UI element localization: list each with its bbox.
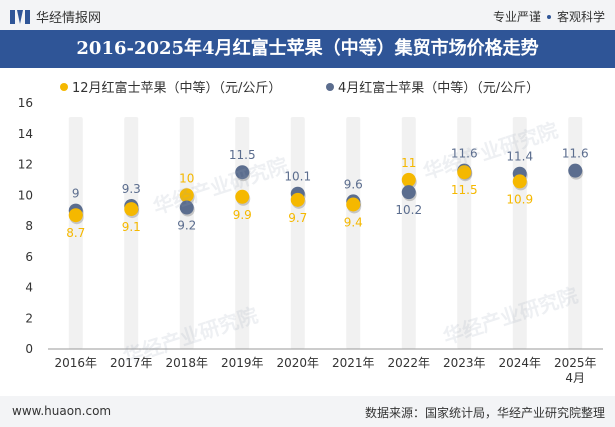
data-label-series2: 11.6 — [451, 147, 478, 161]
y-tick-label: 10 — [18, 188, 33, 202]
point-series1 — [235, 189, 250, 204]
data-label-series1: 9.1 — [122, 220, 141, 234]
legend-label-series2: 4月红富士苹果（中等）（元/公斤） — [338, 81, 540, 96]
y-tick-label: 6 — [25, 250, 33, 264]
x-tick-label: 2019年 — [221, 356, 264, 370]
data-label-series2: 11.6 — [562, 147, 589, 161]
footer-source: 数据来源：国家统计局，华经产业研究院整理 — [364, 406, 605, 420]
category-band — [290, 117, 305, 349]
x-tick-label: 2016年 — [54, 356, 97, 370]
chart-title: 2016-2025年4月红富士苹果（中等）集贸市场价格走势 — [76, 38, 539, 59]
y-tick-label: 8 — [25, 219, 33, 233]
x-tick-label: 2023年 — [443, 356, 486, 370]
y-tick-label: 12 — [18, 158, 33, 172]
category-band — [401, 117, 416, 349]
slogan-dot-icon — [546, 14, 551, 19]
data-label-series1: 11.5 — [451, 183, 478, 197]
y-tick-label: 14 — [18, 127, 33, 141]
data-label-series1: 10.9 — [506, 192, 533, 206]
point-series2 — [568, 163, 583, 178]
x-tick-label: 2025年 — [554, 356, 597, 370]
legend: 12月红富士苹果（中等）（元/公斤） 4月红富士苹果（中等）（元/公斤） — [0, 70, 615, 98]
data-label-series1: 8.7 — [66, 226, 85, 240]
point-series2 — [235, 165, 250, 180]
x-tick-label: 2017年 — [110, 356, 153, 370]
point-series1 — [401, 172, 416, 187]
chart-area: 0 2 4 6 8 10 12 14 16 2016年 2017年 2018年 2019年 2020年 20… — [18, 96, 603, 385]
data-label-series2: 9.6 — [344, 177, 363, 191]
site-name: 华经情报网 — [36, 11, 102, 26]
y-tick-label: 16 — [18, 96, 33, 110]
slogan-right: 客观科学 — [556, 10, 605, 24]
footer-url: www.huaon.com — [12, 404, 112, 418]
point-series2 — [179, 200, 194, 215]
slogan: 专业严谨 客观科学 — [493, 8, 605, 25]
footer: www.huaon.com 数据来源：国家统计局，华经产业研究院整理 — [0, 396, 615, 427]
data-label-series2: 9.3 — [122, 182, 141, 196]
data-label-series2: 10.2 — [395, 203, 422, 217]
data-label-series2: 9 — [72, 187, 80, 201]
title-bar: 2016-2025年4月红富士苹果（中等）集贸市场价格走势 — [0, 30, 615, 68]
point-series1 — [346, 197, 361, 212]
category-band — [68, 117, 83, 349]
data-label-series2: 9.2 — [177, 219, 196, 233]
legend-marker-series1 — [60, 82, 68, 91]
y-tick-label: 0 — [25, 342, 33, 356]
point-series1 — [124, 202, 139, 217]
x-tick-label: 2022年 — [387, 356, 430, 370]
data-label-series1: 9.9 — [233, 208, 252, 222]
data-label-series2: 10.1 — [284, 170, 311, 184]
legend-label-series1: 12月红富士苹果（中等）（元/公斤） — [72, 81, 282, 96]
logo: 华经情报网 — [10, 7, 101, 26]
point-series1 — [179, 188, 194, 203]
point-series1 — [512, 174, 527, 189]
logo-icon — [10, 9, 30, 24]
data-label-series1: 11 — [401, 156, 416, 170]
x-tick-label: 2024年 — [498, 356, 541, 370]
point-series1 — [68, 208, 83, 223]
y-tick-label: 2 — [25, 311, 33, 325]
x-tick-label: 2021年 — [332, 356, 375, 370]
data-label-series1: 9.4 — [344, 215, 363, 229]
top-bar: 华经情报网 专业严谨 客观科学 — [0, 0, 615, 30]
x-tick-label: 4月 — [565, 371, 585, 385]
x-tick-label: 2020年 — [276, 356, 319, 370]
y-tick-label: 4 — [25, 281, 33, 295]
point-series1 — [290, 192, 305, 207]
data-label-series1: 10 — [179, 171, 194, 185]
data-label-series2: 11.4 — [506, 150, 533, 164]
category-band — [179, 117, 194, 349]
category-band — [124, 117, 139, 349]
point-series2 — [401, 185, 416, 200]
data-label-series1: 9.7 — [288, 211, 307, 225]
legend-marker-series2 — [326, 82, 334, 91]
point-series1 — [457, 165, 472, 180]
x-tick-label: 2018年 — [165, 356, 208, 370]
legend-item-series1: 12月红富士苹果（中等）（元/公斤） — [60, 77, 281, 96]
category-band — [346, 117, 361, 349]
data-label-series2: 11.5 — [229, 148, 256, 162]
legend-item-series2: 4月红富士苹果（中等）（元/公斤） — [326, 77, 539, 96]
slogan-left: 专业严谨 — [492, 10, 541, 24]
